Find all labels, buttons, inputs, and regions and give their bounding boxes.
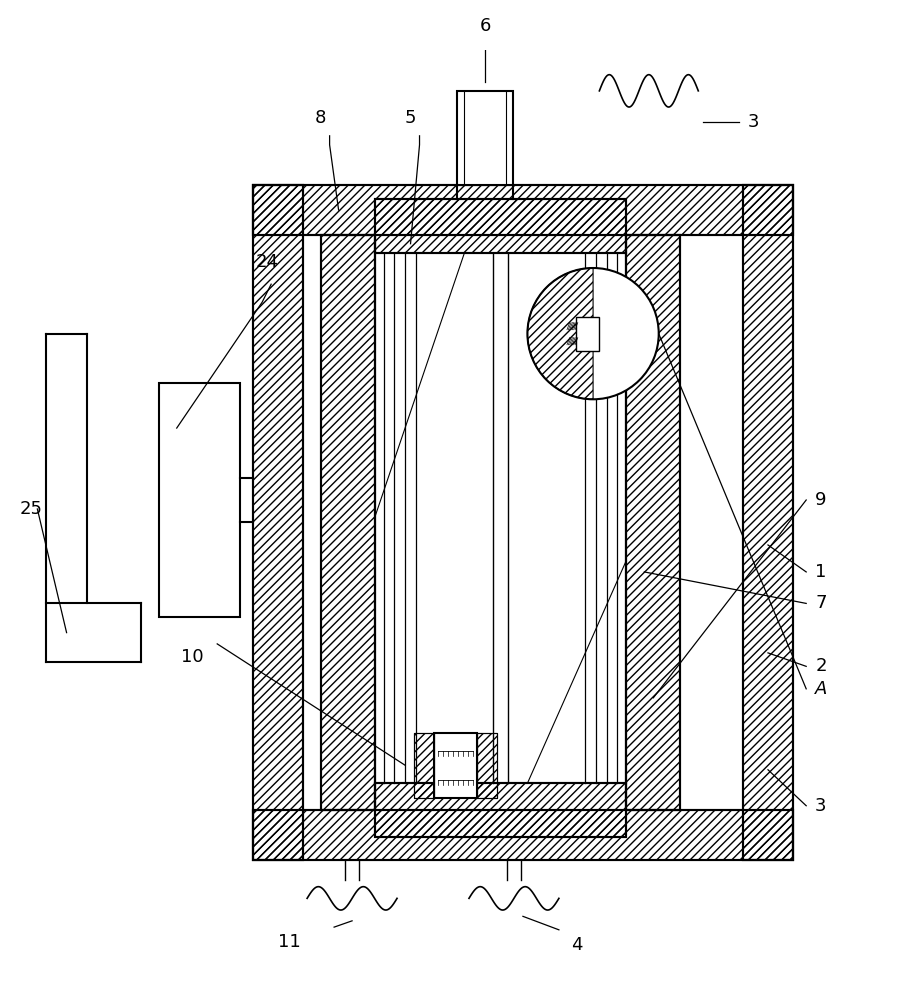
Bar <box>374 199 626 253</box>
Bar <box>253 185 303 860</box>
Text: 9: 9 <box>815 491 827 509</box>
Bar <box>303 235 743 810</box>
Bar <box>626 235 680 810</box>
Bar <box>253 185 303 860</box>
Bar <box>374 253 626 783</box>
Bar <box>253 810 793 860</box>
Text: 1: 1 <box>815 563 826 581</box>
Text: 10: 10 <box>181 648 204 666</box>
Text: A: A <box>815 680 827 698</box>
Text: 2: 2 <box>815 657 827 675</box>
Circle shape <box>528 268 658 399</box>
Bar <box>434 733 477 798</box>
Text: 25: 25 <box>19 500 42 518</box>
Bar <box>477 733 497 798</box>
Bar <box>477 733 497 798</box>
Bar <box>528 560 626 783</box>
Text: 3: 3 <box>748 113 759 131</box>
Bar <box>159 383 240 617</box>
Text: 8: 8 <box>315 109 327 127</box>
Bar <box>457 91 513 185</box>
Bar <box>374 783 626 837</box>
Text: 6: 6 <box>480 17 491 35</box>
Text: 24: 24 <box>255 253 278 271</box>
Bar <box>414 733 434 798</box>
Bar <box>320 235 374 810</box>
Bar <box>743 185 793 860</box>
Bar <box>374 253 465 518</box>
Bar <box>576 317 599 351</box>
Text: 11: 11 <box>278 933 300 951</box>
Bar <box>374 199 626 253</box>
Bar <box>374 783 626 837</box>
Text: 4: 4 <box>571 936 583 954</box>
Text: 5: 5 <box>405 109 417 127</box>
Bar <box>253 810 793 860</box>
Bar <box>253 185 793 235</box>
Bar <box>320 235 374 810</box>
Bar <box>414 733 434 798</box>
Text: 7: 7 <box>815 594 827 612</box>
Bar <box>626 235 680 810</box>
Bar <box>253 185 793 235</box>
Text: 3: 3 <box>815 797 827 815</box>
Bar <box>743 185 793 860</box>
